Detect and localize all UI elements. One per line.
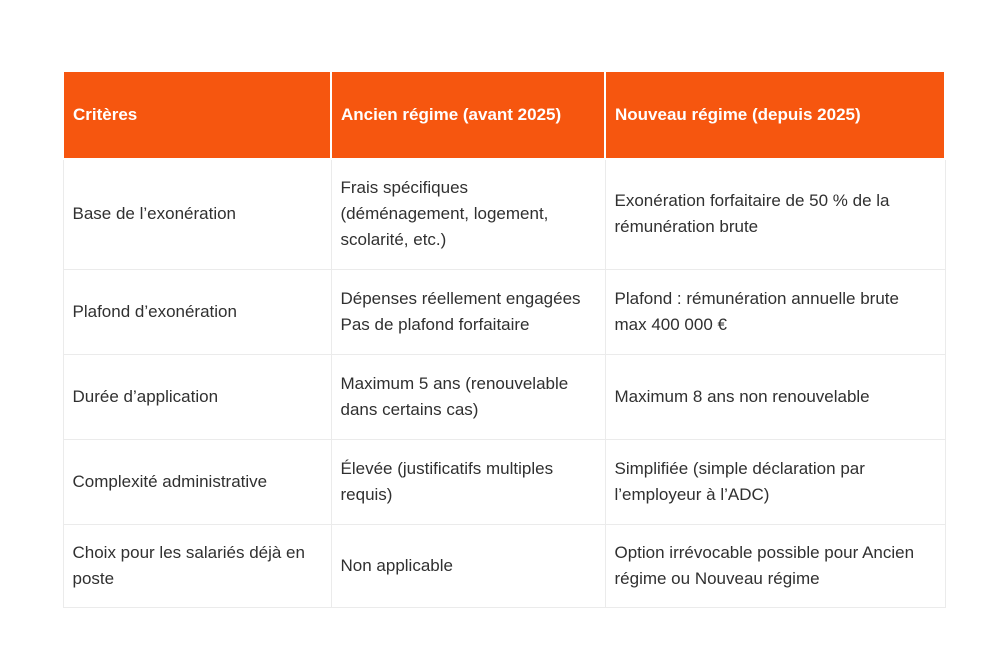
cell-nouveau-regime: Option irrévocable possible pour Ancien … [604,523,946,608]
cell-ancien-regime: Élevée (justificatifs multiples requis) [330,438,606,525]
cell-criterion: Complexité administrative [62,438,332,525]
table-row: Plafond d’exonération Dépenses réellemen… [62,268,946,355]
cell-line: Pas de plafond forfaitaire [340,314,530,334]
comparison-table: Critères Ancien régime (avant 2025) Nouv… [62,70,946,608]
cell-line: Dépenses réellement engagées [340,288,581,308]
cell-criterion: Choix pour les salariés déjà en poste [62,523,332,608]
column-header-nouveau-regime: Nouveau régime (depuis 2025) [604,70,946,160]
cell-ancien-regime: Maximum 5 ans (renouvelable dans certain… [330,353,606,440]
column-header-criteres: Critères [62,70,332,160]
cell-nouveau-regime: Exonération forfaitaire de 50 % de la ré… [604,158,946,270]
cell-ancien-regime: Non applicable [330,523,606,608]
column-header-ancien-regime: Ancien régime (avant 2025) [330,70,606,160]
table-row: Base de l’exonération Frais spécifiques … [62,158,946,270]
cell-ancien-regime: Dépenses réellement engagées Pas de plaf… [330,268,606,355]
cell-nouveau-regime: Simplifiée (simple déclaration par l’emp… [604,438,946,525]
cell-criterion: Durée d’application [62,353,332,440]
header-row: Critères Ancien régime (avant 2025) Nouv… [62,70,946,160]
cell-nouveau-regime: Maximum 8 ans non renouvelable [604,353,946,440]
table-row: Durée d’application Maximum 5 ans (renou… [62,353,946,440]
cell-nouveau-regime: Plafond : rémunération annuelle brute ma… [604,268,946,355]
cell-ancien-regime: Frais spécifiques (déménagement, logemen… [330,158,606,270]
table-row: Complexité administrative Élevée (justif… [62,438,946,525]
cell-criterion: Base de l’exonération [62,158,332,270]
table-row: Choix pour les salariés déjà en poste No… [62,523,946,608]
cell-criterion: Plafond d’exonération [62,268,332,355]
